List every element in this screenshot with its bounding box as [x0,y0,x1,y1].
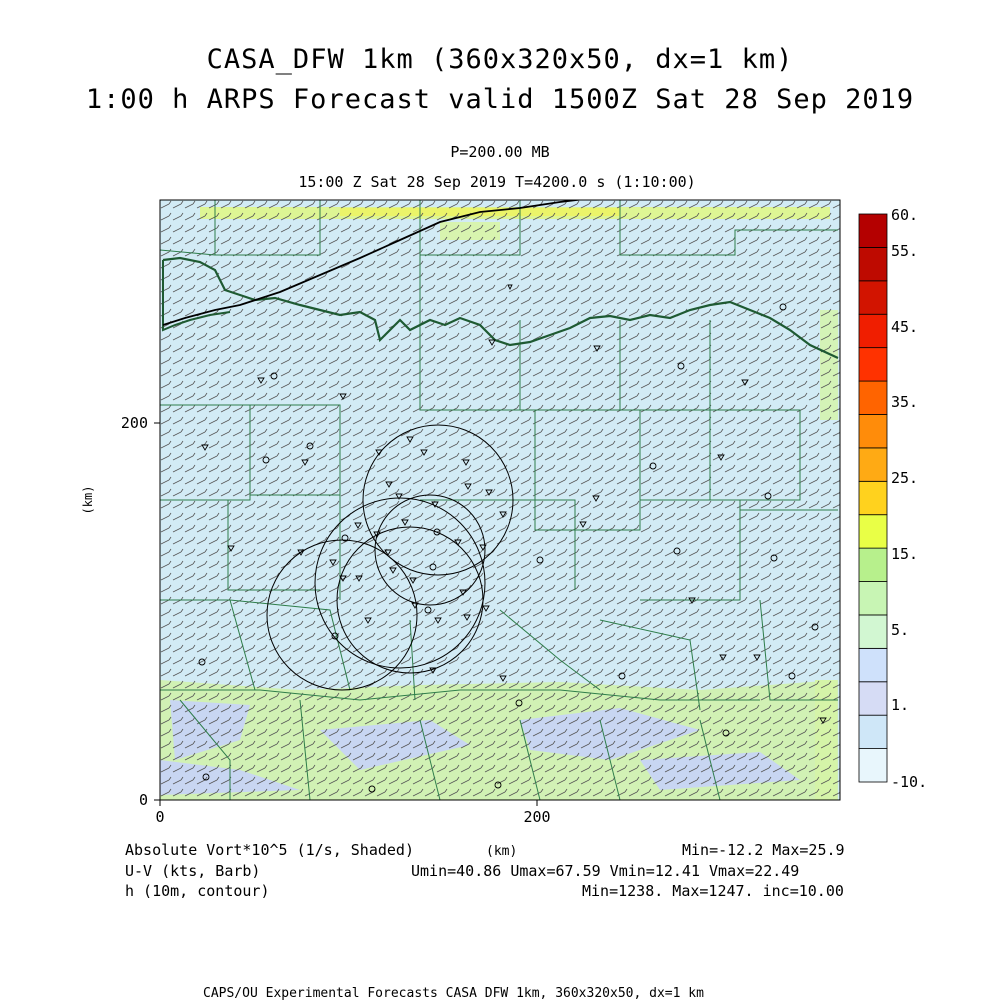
legend-x-unit: (km) [486,844,518,859]
legend-field-3: h (10m, contour) [125,882,270,900]
colorbar-swatch [858,614,888,649]
colorbar-swatch [858,647,888,683]
legend-field-1-range: Min=-12.2 Max=25.9 [682,841,845,859]
title-line-2: 1:00 h ARPS Forecast valid 1500Z Sat 28 … [85,84,915,115]
pressure-level: P=200.00 MB [450,143,550,161]
colorbar-swatch [858,313,888,349]
colorbar: 60. 55. 45. 35. 25. 15. 5. 1. -10. [858,206,927,791]
legend-field-2-range: Umin=40.86 Umax=67.59 Vmin=12.41 Vmax=22… [411,862,800,880]
y-axis-unit: (km) [81,486,95,515]
y-tick-200: 200 [121,414,148,432]
radar-range-rings [266,424,514,691]
colorbar-label: -10. [891,773,927,791]
colorbar-swatch [858,514,888,549]
footer-credit: CAPS/OU Experimental Forecasts CASA DFW … [203,986,704,1001]
colorbar-label: 35. [891,393,918,411]
colorbar-swatch [858,447,888,482]
colorbar-swatch [858,380,888,415]
colorbar-label: 25. [891,469,918,487]
colorbar-label: 60. [891,206,918,224]
height-contour [162,200,585,326]
x-tick-0: 0 [155,808,164,826]
colorbar-swatch [858,480,888,516]
colorbar-swatch [858,681,888,716]
title-line-1: CASA_DFW 1km (360x320x50, dx=1 km) [206,44,794,75]
colorbar-label: 5. [891,621,909,639]
colorbar-swatch [858,280,888,315]
state-boundary-west [162,260,231,332]
valid-time: 15:00 Z Sat 28 Sep 2019 T=4200.0 s (1:10… [298,173,696,191]
colorbar-swatch [858,714,888,749]
y-tick-0: 0 [139,791,148,809]
map-plot-area [160,200,840,800]
legend-field-2: U-V (kts, Barb) [125,862,261,880]
colorbar-swatch [858,748,888,783]
state-boundary-red-river [162,256,839,359]
colorbar-label: 15. [891,545,918,563]
colorbar-swatch [858,547,888,582]
colorbar-swatch [858,414,888,449]
colorbar-swatch [858,581,888,616]
colorbar-label: 55. [891,242,918,260]
legend-field-1: Absolute Vort*10^5 (1/s, Shaded) [125,841,414,859]
colorbar-swatch [858,213,888,248]
colorbar-swatch [858,247,888,282]
colorbar-swatch [858,347,888,382]
station-markers [198,284,827,793]
plot-frame [159,199,841,801]
colorbar-label: 1. [891,696,909,714]
legend-field-3-range: Min=1238. Max=1247. inc=10.00 [582,882,844,900]
county-boundaries [160,200,838,800]
axis-ticks [154,422,538,806]
colorbar-label: 45. [891,318,918,336]
x-tick-200: 200 [523,808,550,826]
